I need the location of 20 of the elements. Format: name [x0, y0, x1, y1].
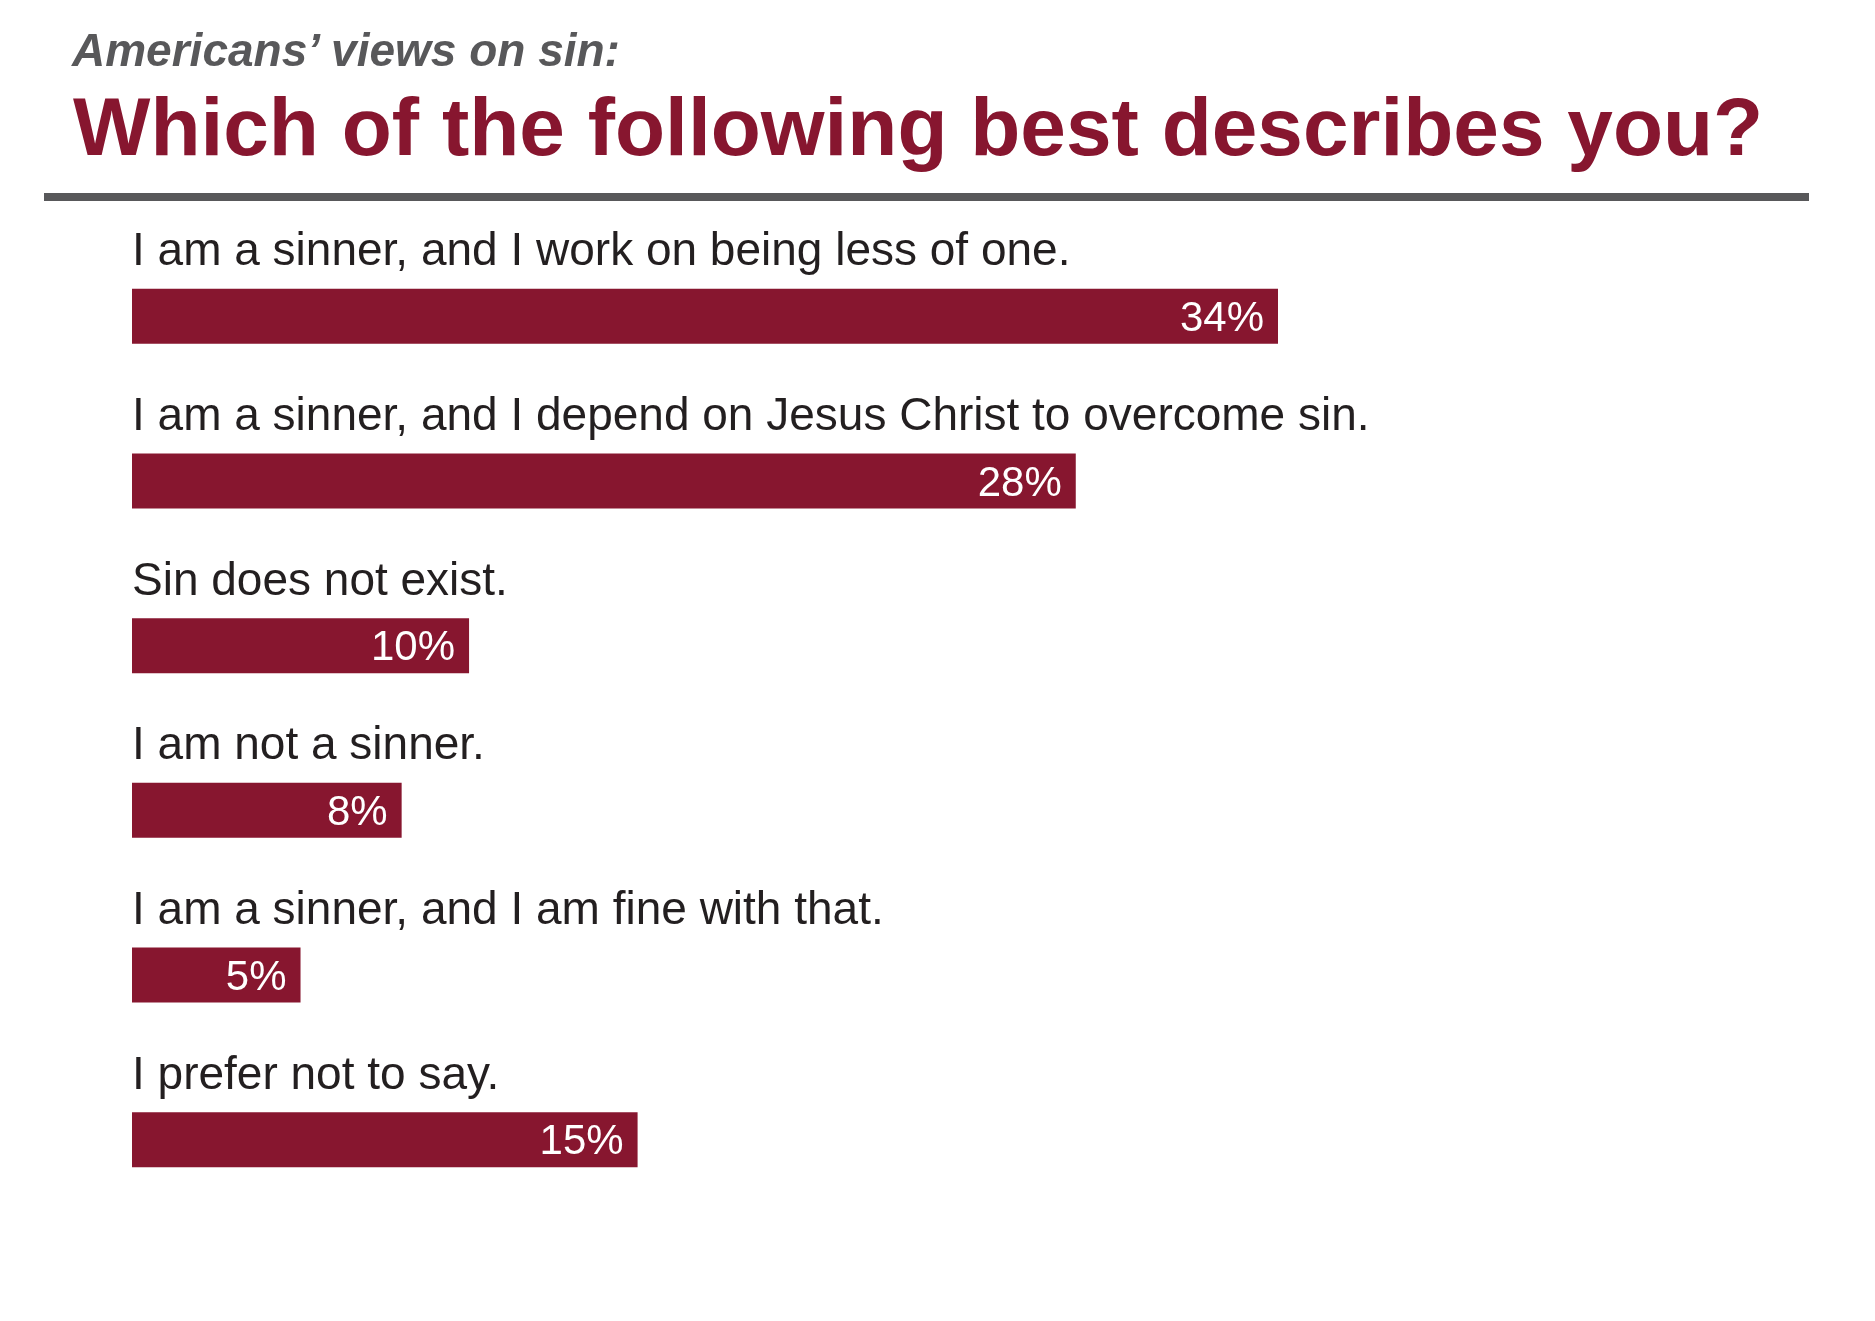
y-tick-label: I am a sinner, and I work on being less of one. [132, 223, 1071, 276]
y-tick-label: I am a sinner, and I am fine with that. [132, 882, 884, 934]
bar [132, 618, 470, 674]
data-label: 34% [1179, 292, 1264, 340]
bar [132, 1112, 638, 1168]
data-label: 8% [326, 786, 388, 834]
bar [132, 288, 1278, 344]
y-tick-label: Sin does not exist. [132, 552, 508, 605]
data-label: 10% [371, 622, 456, 670]
data-label: 15% [539, 1116, 624, 1164]
y-tick-label: I am a sinner, and I depend on Jesus Christ to overcome sin. [132, 388, 1370, 440]
bar [132, 453, 1076, 509]
data-label: 5% [225, 951, 287, 999]
data-label: 28% [977, 457, 1062, 505]
y-tick-label: I am not a sinner. [132, 717, 485, 770]
y-tick-label: I prefer not to say. [132, 1046, 500, 1099]
chart-title: Which of the following best describes you? [73, 80, 1764, 172]
bar [132, 782, 402, 838]
bar [132, 947, 301, 1003]
chart-subtitle: Americans’ views on sin: [71, 24, 620, 76]
